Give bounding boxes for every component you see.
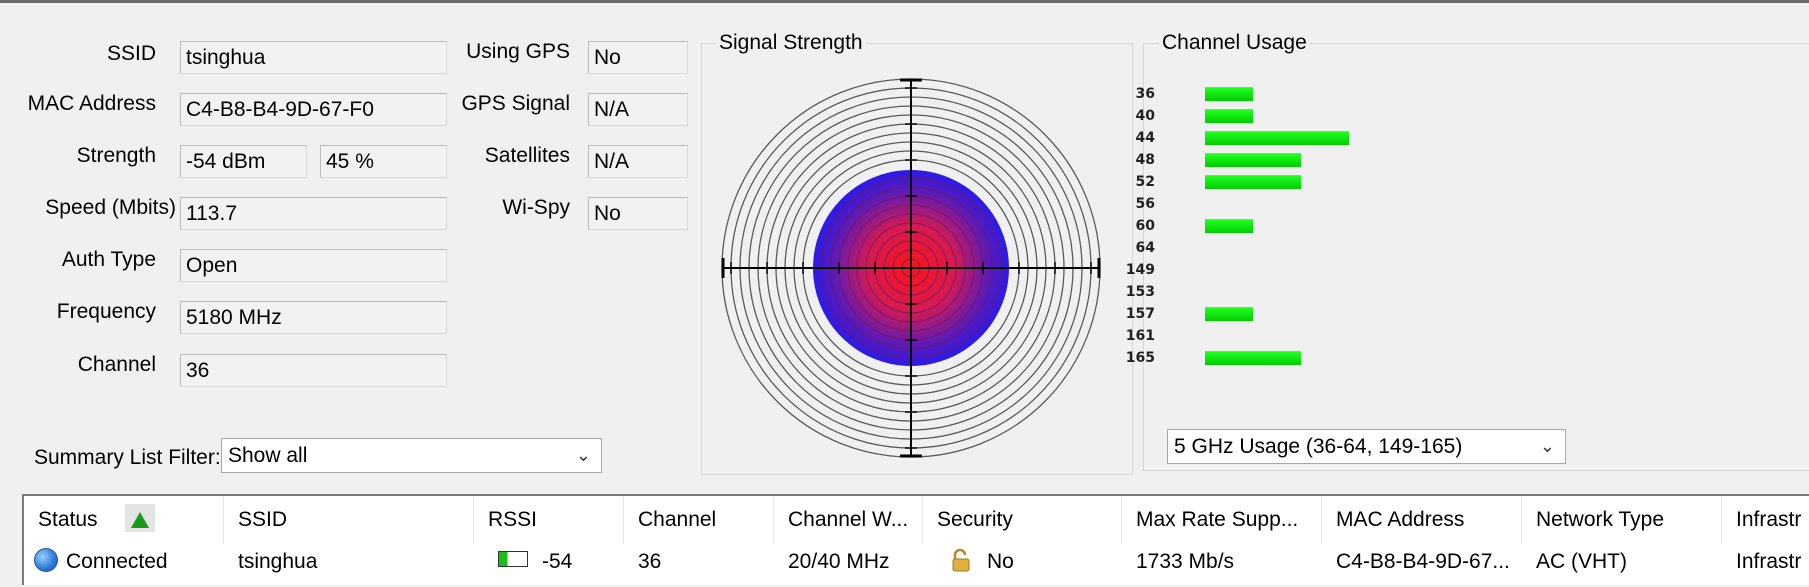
channel-number-label: 157 — [1125, 306, 1155, 322]
ssid-field: tsinghua — [180, 41, 447, 74]
signal-bar-icon — [498, 551, 528, 568]
channel-number-label: 153 — [1125, 284, 1155, 300]
column-header-channel[interactable]: Channel — [624, 496, 774, 544]
rssi-cell: -54 — [474, 544, 624, 580]
speed-label: Speed (Mbits) — [45, 196, 176, 219]
column-header-channel-width[interactable]: Channel W... — [774, 496, 923, 544]
channel-usage-bar — [1205, 351, 1301, 365]
network-list[interactable]: Status SSID RSSI Channel Channel W... Se… — [22, 494, 1809, 585]
status-cell: Connected — [24, 544, 224, 580]
channel-number-label: 36 — [1135, 86, 1155, 102]
network-type-cell: AC (VHT) — [1536, 550, 1627, 573]
column-header-status[interactable]: Status — [24, 496, 224, 544]
column-header-rssi[interactable]: RSSI — [474, 496, 624, 544]
column-header-ssid[interactable]: SSID — [224, 496, 474, 544]
channel-usage-bar — [1205, 219, 1253, 233]
channel-field: 36 — [180, 354, 447, 387]
mac-address-field: C4-B8-B4-9D-67-F0 — [180, 93, 447, 126]
chevron-down-icon: ⌄ — [575, 445, 591, 465]
wi-spy-field: No — [588, 197, 688, 230]
security-cell: No — [923, 544, 1122, 580]
strength-dbm-field: -54 dBm — [180, 145, 307, 178]
summary-filter-selected: Show all — [228, 444, 308, 467]
frequency-field: 5180 MHz — [180, 301, 447, 334]
connected-globe-icon — [34, 548, 58, 573]
mac-address-cell: C4-B8-B4-9D-67... — [1336, 550, 1510, 573]
wi-spy-label: Wi-Spy — [502, 196, 570, 219]
channel-usage-bar — [1205, 307, 1253, 321]
channel-cell: 36 — [638, 550, 662, 573]
frequency-label: Frequency — [56, 300, 156, 323]
mac-address-label: MAC Address — [27, 92, 156, 115]
column-header-infrastructure[interactable]: Infrastr — [1736, 508, 1802, 531]
channel-number-label: 60 — [1135, 218, 1155, 234]
satellites-label: Satellites — [484, 144, 570, 167]
sort-ascending-icon — [125, 504, 156, 533]
strength-percent-field: 45 % — [320, 145, 447, 178]
column-header-security[interactable]: Security — [923, 496, 1122, 544]
channel-number-label: 44 — [1135, 130, 1155, 146]
column-header-max-rate[interactable]: Max Rate Supp... — [1122, 496, 1322, 544]
max-rate-cell: 1733 Mb/s — [1136, 550, 1235, 573]
channel-usage-title: Channel Usage — [1159, 31, 1310, 55]
signal-strength-target — [721, 78, 1101, 458]
gps-signal-field: N/A — [588, 93, 688, 126]
channel-number-label: 48 — [1135, 152, 1155, 168]
using-gps-field: No — [588, 41, 688, 74]
ssid-label: SSID — [106, 42, 156, 65]
satellites-field: N/A — [588, 145, 688, 178]
summary-filter-label: Summary List Filter: — [34, 446, 221, 469]
channel-number-label: 64 — [1135, 240, 1155, 256]
channel-usage-bar — [1205, 175, 1301, 189]
channel-number-label: 149 — [1125, 262, 1155, 278]
column-header-mac-address[interactable]: MAC Address — [1322, 496, 1522, 544]
channel-usage-bar — [1205, 109, 1253, 123]
unlocked-padlock-icon — [951, 548, 971, 572]
auth-type-field: Open — [180, 249, 447, 282]
using-gps-label: Using GPS — [466, 40, 570, 63]
channel-label: Channel — [77, 353, 156, 376]
strength-label: Strength — [76, 144, 156, 167]
channel-usage-panel — [1143, 43, 1809, 471]
channel-number-label: 161 — [1125, 328, 1155, 344]
channel-number-label: 52 — [1135, 174, 1155, 190]
channel-number-label: 40 — [1135, 108, 1155, 124]
channel-usage-bar — [1205, 131, 1349, 145]
summary-filter-dropdown[interactable]: Show all ⌄ — [221, 438, 602, 473]
channel-number-label: 165 — [1125, 350, 1155, 366]
channel-number-label: 56 — [1135, 196, 1155, 212]
channel-width-cell: 20/40 MHz — [788, 550, 890, 573]
chevron-down-icon: ⌄ — [1539, 436, 1555, 456]
ssid-cell: tsinghua — [238, 550, 318, 573]
signal-strength-panel — [701, 43, 1133, 475]
signal-strength-title: Signal Strength — [716, 31, 866, 55]
gps-signal-label: GPS Signal — [461, 92, 570, 115]
auth-type-label: Auth Type — [61, 248, 156, 271]
speed-field: 113.7 — [180, 197, 447, 230]
column-header-network-type[interactable]: Network Type — [1522, 496, 1722, 544]
channel-usage-bar — [1205, 153, 1301, 167]
window-top-border — [0, 0, 1809, 3]
band-usage-dropdown[interactable]: 5 GHz Usage (36-64, 149-165) ⌄ — [1167, 429, 1566, 464]
channel-usage-bar — [1205, 87, 1253, 101]
infrastructure-cell: Infrastr — [1736, 550, 1802, 573]
band-usage-selected: 5 GHz Usage (36-64, 149-165) — [1174, 435, 1463, 458]
